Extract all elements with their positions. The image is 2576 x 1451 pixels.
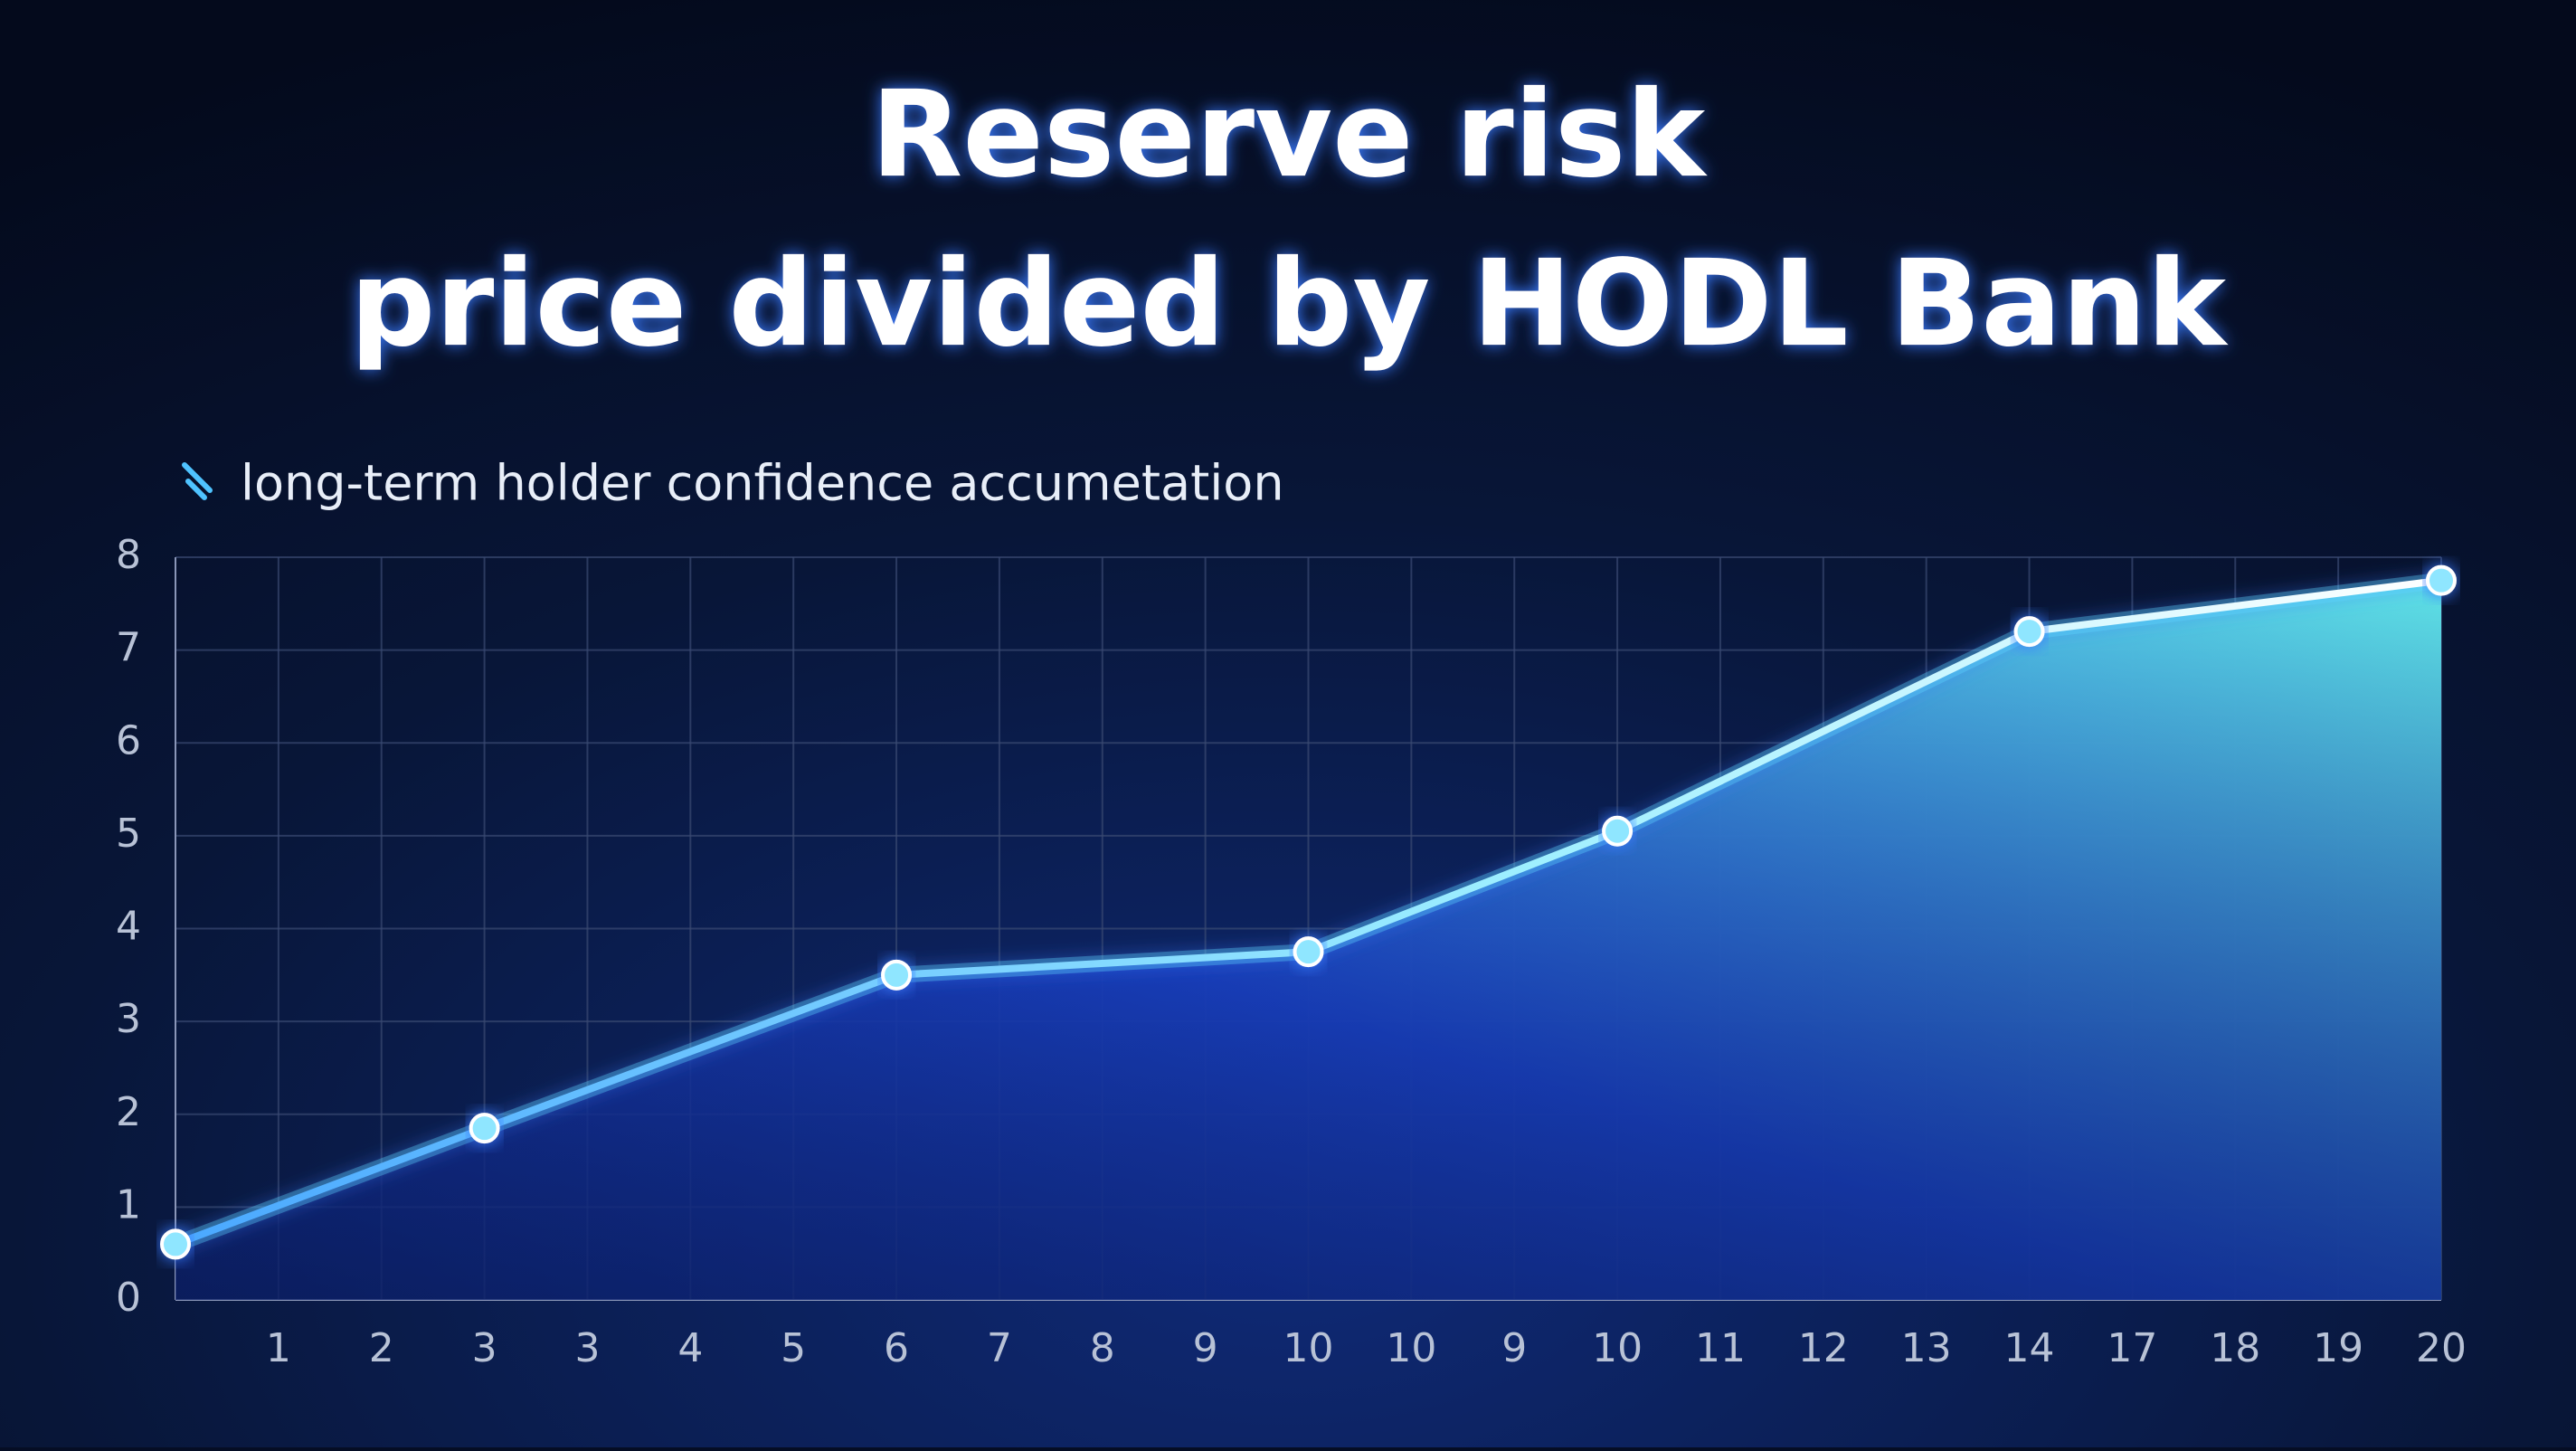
x-tick-label: 10	[1283, 1325, 1334, 1371]
marker	[1293, 936, 1324, 968]
x-tick-label: 9	[1193, 1325, 1218, 1371]
legend-icon	[182, 462, 213, 500]
chart-subtitle: price divided by HODL Bank	[350, 234, 2230, 374]
x-tick-label: 19	[2313, 1325, 2363, 1371]
x-tick-label: 17	[2107, 1325, 2157, 1371]
marker	[469, 1113, 500, 1144]
x-tick-label: 7	[987, 1325, 1012, 1371]
x-tick-label: 2	[369, 1325, 394, 1371]
x-tick-label: 1	[266, 1325, 291, 1371]
x-tick-label: 13	[1901, 1325, 1952, 1371]
x-tick-label: 5	[781, 1325, 806, 1371]
y-tick-label: 5	[116, 811, 141, 857]
y-tick-label: 8	[116, 532, 141, 578]
x-tick-label: 18	[2210, 1325, 2260, 1371]
x-tick-label: 9	[1501, 1325, 1527, 1371]
x-tick-label: 12	[1798, 1325, 1849, 1371]
x-tick-label: 6	[884, 1325, 909, 1371]
marker	[160, 1228, 191, 1260]
y-tick-label: 7	[116, 625, 141, 671]
y-tick-label: 1	[116, 1181, 141, 1228]
x-tick-label: 11	[1695, 1325, 1746, 1371]
marker	[881, 959, 913, 991]
y-tick-label: 0	[116, 1275, 141, 1321]
y-tick-label: 3	[116, 996, 141, 1042]
x-tick-label: 10	[1592, 1325, 1643, 1371]
area-shade	[175, 580, 2441, 1300]
x-tick-label: 20	[2416, 1325, 2467, 1371]
x-tick-label: 3	[472, 1325, 497, 1371]
y-tick-label: 6	[116, 717, 141, 763]
y-tick-label: 2	[116, 1089, 141, 1135]
x-tick-label: 4	[677, 1325, 703, 1371]
marker	[2426, 564, 2457, 596]
legend-label: long-term holder confidence accumetation	[241, 455, 1284, 512]
x-tick-label: 8	[1090, 1325, 1115, 1371]
chart-title: Reserve risk	[871, 65, 1709, 204]
y-tick-label: 4	[116, 904, 141, 950]
x-tick-label: 10	[1386, 1325, 1436, 1371]
x-tick-label: 14	[2004, 1325, 2055, 1371]
marker	[2013, 616, 2045, 648]
marker	[1602, 815, 1634, 847]
x-tick-label: 3	[574, 1325, 600, 1371]
